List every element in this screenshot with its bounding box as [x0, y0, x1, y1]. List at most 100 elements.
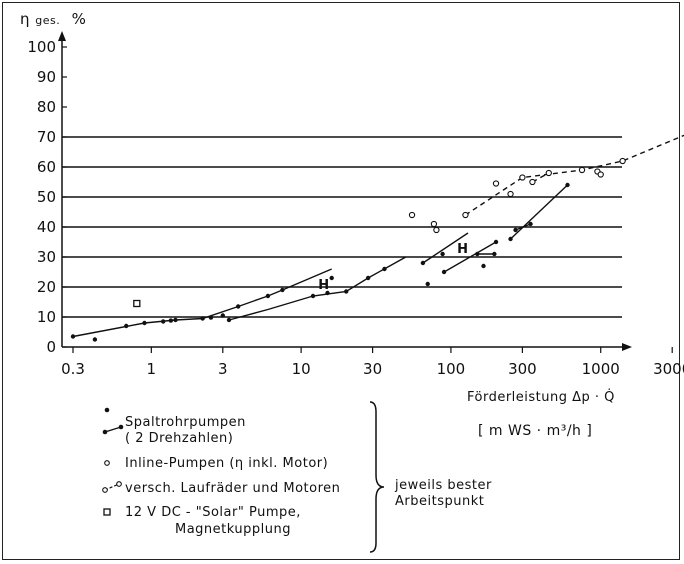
y-tick-label-0: 0 [46, 338, 56, 356]
series-0-point-15 [325, 290, 330, 296]
series-0-point-26 [492, 251, 497, 257]
legend-text-solar: 12 V DC - "Solar" Pumpe, [125, 505, 301, 520]
series-0-point-20 [420, 260, 426, 266]
series-0-point-19 [382, 266, 387, 272]
legend-text-laufraeder: versch. Laufräder und Motoren [125, 481, 341, 496]
series-0-point-31 [565, 182, 570, 188]
series-0-point-14 [310, 293, 316, 299]
y-tick-label-40: 40 [37, 218, 56, 236]
y-tick-label-30: 30 [37, 248, 56, 266]
series-0-point-29 [513, 227, 518, 233]
series-1-point-6 [519, 174, 526, 181]
series-1-point-2 [433, 226, 440, 234]
solid-connector-0 [72, 268, 332, 338]
series-1-point-9 [578, 166, 586, 174]
solid-connector-2 [228, 256, 407, 321]
y-tick-label-10: 10 [37, 308, 56, 326]
y-tick-label-80: 80 [37, 98, 56, 116]
series-0-point-17 [344, 289, 349, 294]
y-axis-symbol: η [20, 10, 31, 28]
bracket-note-line1: jeweils bester [395, 478, 492, 493]
series-0-point-22 [440, 251, 445, 257]
legend-symbol-open-line-start [102, 487, 108, 493]
x-tick-label-3000: 3000 [653, 360, 684, 378]
series-0-point-5 [168, 318, 174, 323]
x-tick-label-3: 3 [218, 360, 228, 378]
x-tick-label-0.3: 0.3 [61, 360, 85, 378]
series-0-point-8 [208, 315, 214, 320]
series-0-point-25 [481, 263, 486, 269]
y-tick-label-100: 100 [27, 38, 56, 56]
series-1-point-3 [462, 211, 469, 219]
x-axis-title: Förderleistung Δp · Q̇ [467, 390, 615, 405]
y-tick-label-90: 90 [37, 68, 56, 86]
series-0-point-9 [220, 313, 225, 318]
series-1-point-12 [619, 157, 626, 165]
annotation-h-0: H [318, 278, 329, 293]
series-1-point-4 [492, 180, 500, 187]
series-0-point-12 [265, 293, 271, 299]
x-tick-label-300: 300 [508, 360, 537, 378]
bracket-note-line2: Arbeitspunkt [395, 494, 485, 509]
annotation-h-1: H [457, 242, 468, 257]
legend-text-drehzahlen: ( 2 Drehzahlen) [125, 431, 234, 446]
series-1-point-7 [529, 178, 536, 186]
series-0-point-16 [329, 275, 334, 281]
series-0-point-11 [235, 304, 241, 309]
series-0-point-13 [280, 287, 285, 293]
x-axis-arrow [622, 343, 632, 351]
legend-text-inline: Inline-Pumpen (η inkl. Motor) [125, 456, 329, 471]
solid-connector-6 [510, 184, 568, 240]
series-1-point-5 [507, 190, 514, 198]
legend-symbol-filled-dot [104, 407, 110, 413]
x-axis-unit: [ m WS · m³/h ] [478, 423, 593, 439]
solid-connector-3 [422, 232, 469, 264]
legend-symbol-dot-line-start [102, 429, 108, 435]
series-0-point-6 [173, 317, 178, 323]
legend-symbol-open-line-end [116, 481, 122, 487]
legend-symbol-open-circle [104, 460, 110, 466]
legend-text-spaltrohr: Spaltrohrpumpen [125, 415, 246, 430]
y-tick-label-70: 70 [37, 128, 56, 146]
series-0-point-3 [142, 320, 147, 326]
y-tick-label-50: 50 [37, 188, 56, 206]
series-1-point-11 [597, 171, 604, 178]
series-0-point-2 [124, 323, 129, 329]
solid-connector-4 [443, 241, 497, 273]
series-2-point-0 [133, 299, 141, 308]
x-tick-label-1000: 1000 [582, 360, 620, 378]
legend-symbol-dot-line-end [118, 424, 124, 430]
series-0-point-10 [226, 317, 232, 323]
y-axis-unit: % [71, 10, 87, 28]
series-0-point-21 [425, 281, 430, 287]
series-1-point-1 [430, 220, 438, 228]
series-0-point-24 [475, 251, 480, 257]
legend-brace [369, 401, 385, 553]
series-0-point-7 [200, 316, 205, 321]
y-tick-label-20: 20 [37, 278, 56, 296]
series-1-point-0 [408, 211, 416, 219]
series-0-point-30 [528, 221, 533, 227]
series-0-point-4 [160, 319, 166, 324]
y-tick-label-60: 60 [37, 158, 56, 176]
x-tick-label-10: 10 [292, 360, 311, 378]
x-tick-label-100: 100 [437, 360, 466, 378]
legend-symbol-open-square [103, 508, 111, 516]
series-0-point-0 [70, 334, 76, 339]
solid-connector-7 [515, 223, 531, 231]
series-1-point-8 [545, 169, 552, 177]
x-tick-label-1: 1 [147, 360, 157, 378]
y-axis-arrow [58, 31, 66, 41]
y-axis-title: η ges. % [20, 11, 86, 29]
series-0-point-18 [365, 275, 371, 281]
series-0-point-1 [92, 337, 98, 342]
series-0-point-27 [493, 239, 499, 245]
dashed-connector-0 [465, 134, 684, 216]
series-0-point-28 [508, 236, 513, 242]
x-tick-label-30: 30 [363, 360, 382, 378]
legend-text-magnet: Magnetkupplung [175, 522, 291, 537]
legend-symbol-dot-line [104, 426, 122, 433]
series-0-point-23 [441, 269, 447, 275]
